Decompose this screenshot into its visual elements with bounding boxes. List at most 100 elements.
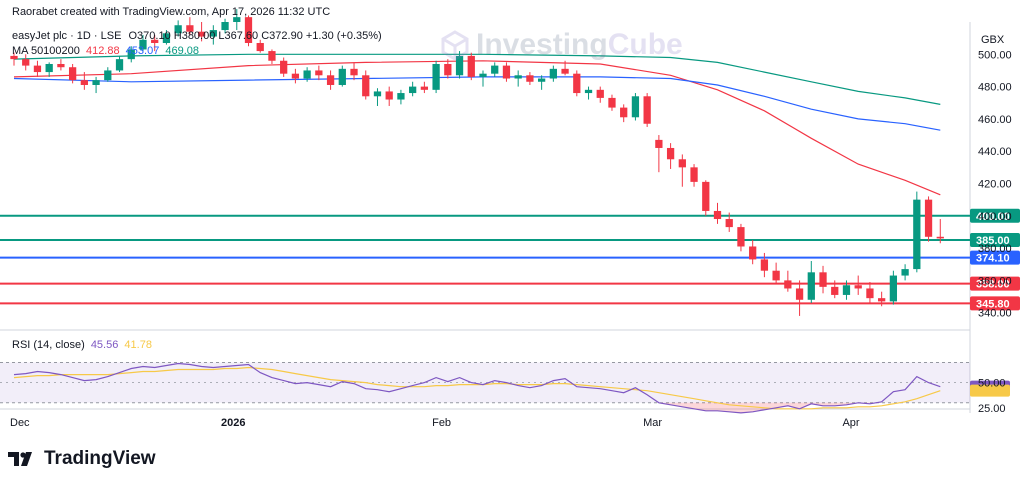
- candle-body: [162, 33, 171, 43]
- candle-body: [104, 70, 112, 81]
- cube-icon: [441, 30, 469, 60]
- candle-body: [878, 298, 886, 302]
- candle-body: [831, 286, 839, 295]
- candle-body: [795, 288, 804, 300]
- tradingview-name: TradingView: [44, 448, 156, 469]
- rsi-band: [0, 362, 970, 403]
- candle-body: [655, 139, 663, 148]
- rsi-legend: RSI (14, close) 45.56 41.78: [12, 339, 152, 351]
- time-tick-label: Dec: [10, 417, 30, 429]
- candle-body: [526, 75, 534, 82]
- candle-body: [584, 89, 593, 94]
- price-tick-label: 360.00: [978, 275, 1012, 287]
- ma50-value: 412.88: [85, 45, 120, 57]
- level-label: 374.10: [976, 253, 1010, 265]
- candle-body: [385, 91, 393, 100]
- candle-body: [842, 285, 851, 295]
- ma100-value: 453.07: [125, 45, 160, 57]
- candle-body: [221, 22, 229, 31]
- price-tick-label: 420.00: [978, 178, 1012, 190]
- ma-label: MA 50100200: [12, 45, 80, 57]
- candle-body: [608, 97, 616, 108]
- candle-body: [455, 55, 464, 76]
- rsi-pane: [0, 361, 1010, 414]
- candle-body: [444, 63, 452, 76]
- candle-body: [397, 93, 405, 100]
- candle-body: [936, 236, 944, 239]
- candle-body: [174, 25, 182, 34]
- candle-body: [115, 59, 124, 71]
- candle-body: [502, 65, 511, 79]
- candle-body: [420, 86, 429, 90]
- ma-line: [13, 76, 941, 131]
- candle-body: [151, 39, 159, 43]
- candle-body: [772, 270, 780, 281]
- candle-body: [596, 89, 604, 98]
- candle-body: [280, 60, 288, 74]
- time-tick-label: 2026: [221, 417, 245, 429]
- candle-body: [139, 39, 147, 50]
- rsi-line: [13, 362, 941, 414]
- candle-body: [467, 55, 475, 77]
- candle-body: [924, 199, 933, 237]
- candle-body: [866, 288, 874, 299]
- price-tick-label: 500.00: [978, 49, 1012, 61]
- candle-body: [702, 181, 710, 211]
- candle-body: [209, 30, 217, 37]
- candle-body: [22, 59, 30, 66]
- candles: [10, 9, 944, 316]
- candle-body: [315, 70, 323, 76]
- candle-body: [784, 280, 792, 289]
- price-tick-label: 440.00: [978, 146, 1012, 158]
- level-label: 358.00: [976, 279, 1010, 291]
- candle-body: [889, 275, 898, 302]
- candle-body: [631, 96, 640, 118]
- candle-body: [268, 51, 276, 61]
- currency-label: GBX: [981, 34, 1005, 46]
- candle-body: [68, 67, 77, 81]
- candle-body: [537, 78, 546, 82]
- candle-body: [678, 159, 686, 168]
- candle-body: [561, 68, 569, 74]
- candle-body: [326, 75, 335, 85]
- ma-line: [13, 53, 941, 105]
- level-badge: [970, 233, 1020, 248]
- price-tick-label: 400.00: [978, 211, 1012, 223]
- candle-body: [549, 68, 557, 79]
- watermark-logo: Investing Cube: [440, 28, 683, 62]
- candle-body: [197, 31, 206, 37]
- candle-body: [350, 68, 358, 76]
- ohlc-values: O370.10 H380.00 L367.60 C372.90 +1.30 (+…: [128, 30, 382, 42]
- watermark-part1: Investing: [476, 28, 608, 61]
- level-badge: [970, 208, 1020, 223]
- candle-body: [514, 75, 522, 79]
- candle-body: [479, 73, 487, 77]
- candle-body: [338, 68, 346, 85]
- candle-body: [57, 63, 65, 68]
- candle-body: [256, 42, 264, 52]
- rsi-ma-line: [13, 366, 941, 410]
- candle-body: [901, 269, 909, 276]
- candle-body: [913, 199, 921, 270]
- candle-body: [186, 25, 194, 32]
- axes: 340.00 360.00 380.00 400.00 420.00 440.00 460.…: [10, 49, 1012, 429]
- candle-body: [33, 65, 42, 73]
- level-badge: [970, 276, 1020, 291]
- candle-body: [819, 272, 827, 287]
- price-tick-label: 460.00: [978, 114, 1012, 126]
- symbol-line: easyJet plc · 1D · LSE O370.10 H380.00 L…: [12, 30, 382, 42]
- price-tick-label: 480.00: [978, 82, 1012, 94]
- rsi-label: RSI (14, close): [12, 339, 85, 351]
- candle-body: [491, 65, 499, 74]
- price-tick-label: 340.00: [978, 308, 1012, 320]
- rsi-value: 45.56: [90, 339, 119, 351]
- candle-body: [45, 63, 53, 73]
- level-label: 385.00: [976, 235, 1010, 247]
- level-badge: [970, 250, 1020, 265]
- level-badge: [970, 296, 1020, 311]
- candle-body: [373, 91, 382, 97]
- tradingview-logo: TradingView: [8, 448, 156, 470]
- candle-body: [10, 55, 18, 60]
- symbol-name: easyJet plc · 1D · LSE: [12, 30, 122, 42]
